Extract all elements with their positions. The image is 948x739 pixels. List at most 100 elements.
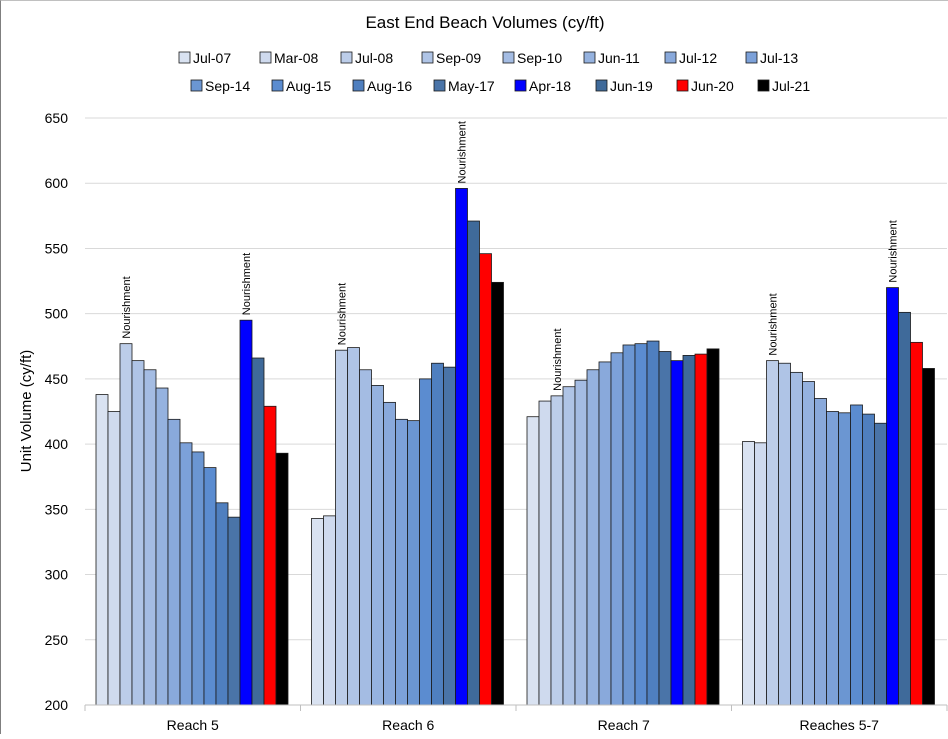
y-tick-label: 400: [45, 436, 69, 452]
y-tick-label: 350: [45, 501, 69, 517]
y-tick-label: 600: [45, 175, 69, 191]
bar: [419, 378, 432, 706]
bar: [311, 518, 324, 706]
legend-label: Jun-19: [610, 78, 653, 94]
bar: [886, 287, 899, 706]
bar: [598, 361, 612, 706]
legend-label: Jul-07: [193, 50, 231, 66]
legend-label: Sep-09: [436, 50, 481, 66]
legend-swatch: [271, 79, 284, 92]
legend-label: Jul-12: [679, 50, 717, 66]
bar: [754, 442, 767, 706]
bar: [670, 360, 684, 706]
bar: [526, 416, 540, 706]
chart-title: East End Beach Volumes (cy/ft): [365, 13, 604, 32]
bar: [922, 368, 935, 706]
nourishment-annotation: Nourishment: [337, 283, 349, 345]
bar: [467, 220, 480, 706]
bar: [622, 344, 636, 706]
bar: [383, 401, 396, 706]
bar: [898, 311, 911, 706]
bar: [586, 369, 600, 706]
y-tick-label: 300: [45, 567, 69, 583]
bar: [910, 341, 923, 706]
bar: [323, 515, 336, 706]
y-tick-label: 650: [45, 110, 69, 126]
x-category-label: Reaches 5-7: [800, 717, 880, 733]
bar: [574, 379, 588, 706]
bar: [443, 366, 456, 706]
legend-swatch: [259, 51, 272, 64]
nourishment-annotation: Nourishment: [241, 253, 253, 315]
y-tick-label: 250: [45, 632, 69, 648]
legend-label: Sep-14: [205, 78, 250, 94]
bar: [778, 362, 791, 706]
bar: [802, 381, 815, 706]
y-tick-label: 450: [45, 371, 69, 387]
legend-swatch: [421, 51, 434, 64]
y-axis: 200 250 300 350 400 450 500 550 600 650: [45, 110, 69, 713]
bar: [682, 355, 696, 706]
legend-swatch: [676, 79, 689, 92]
bars: [95, 188, 935, 706]
legend-label: Sep-10: [517, 50, 562, 66]
legend-swatch: [514, 79, 527, 92]
bar: [359, 369, 372, 706]
legend-label: Jun-11: [598, 50, 640, 66]
bar: [155, 387, 169, 706]
legend-label: Apr-18: [529, 78, 571, 94]
legend-label: Jun-20: [691, 78, 734, 94]
bar: [167, 418, 181, 706]
bar: [694, 353, 708, 706]
bar: [455, 188, 468, 706]
bar: [251, 357, 265, 706]
bar: [107, 411, 121, 706]
bar: [119, 343, 133, 706]
bar: [95, 394, 109, 706]
legend-swatch: [178, 51, 191, 64]
nourishment-annotation: Nourishment: [457, 121, 469, 183]
legend-label: Mar-08: [274, 50, 319, 66]
legend-label: Jul-21: [772, 78, 810, 94]
bar: [790, 371, 803, 706]
bar: [491, 281, 504, 706]
bar: [191, 451, 205, 706]
bar: [706, 348, 720, 706]
bar: [838, 412, 851, 706]
bar: [275, 452, 289, 706]
legend-label: Aug-16: [367, 78, 412, 94]
bar: [862, 413, 875, 706]
bar: [371, 385, 384, 706]
bar: [335, 349, 348, 706]
x-axis: Reach 5 Reach 6 Reach 7 Reaches 5-7: [84, 704, 948, 733]
bar: [479, 253, 492, 706]
nourishment-annotation: Nourishment: [121, 276, 133, 338]
bar: [431, 362, 444, 706]
y-tick-label: 550: [45, 240, 69, 256]
bar: [610, 352, 624, 706]
legend-swatch: [190, 79, 203, 92]
legend-label: May-17: [448, 78, 495, 94]
bar: [179, 442, 193, 706]
bar: [239, 319, 253, 706]
legend-swatch: [340, 51, 353, 64]
legend-swatch: [583, 51, 596, 64]
legend-label: Aug-15: [286, 78, 331, 94]
legend-swatch: [595, 79, 608, 92]
x-category-label: Reach 5: [167, 717, 219, 733]
y-tick-label: 500: [45, 306, 69, 322]
bar: [263, 405, 277, 706]
bar: [814, 398, 827, 706]
bar: [395, 418, 408, 706]
y-tick-label: 200: [45, 697, 69, 713]
bar: [562, 386, 576, 706]
legend-label: Jul-13: [760, 50, 798, 66]
bar: [407, 420, 420, 706]
bar: [227, 516, 241, 706]
annotations: Nourishment Nourishment Nourishment Nourish…: [121, 121, 900, 391]
bar: [658, 351, 672, 706]
x-category-label: Reach 6: [382, 717, 434, 733]
bar: [538, 400, 552, 706]
